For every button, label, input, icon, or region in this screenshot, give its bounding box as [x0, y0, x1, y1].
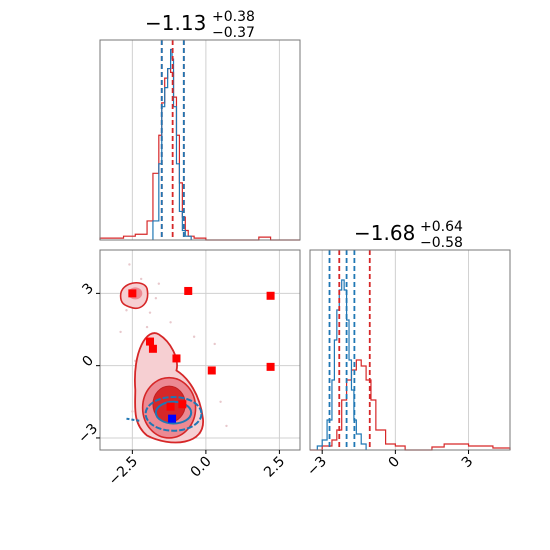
- scatter-sample: [128, 263, 131, 266]
- scatter-sample: [131, 410, 134, 413]
- marginal-histogram-param2: −3 0 3: [304, 249, 511, 480]
- scatter-sample: [225, 424, 228, 428]
- blue-contour-outer: [144, 395, 203, 432]
- histogram-series-0: [99, 67, 300, 241]
- title-param1: −1.13 +0.38 −0.37: [145, 9, 255, 41]
- title-param1-main: −1.13: [145, 11, 206, 35]
- title-param2-sup: +0.64: [420, 219, 463, 235]
- marginal-histogram-param1: [99, 39, 301, 241]
- scatter-sample: [154, 296, 158, 300]
- y-tick-label: −3: [75, 421, 101, 447]
- title-param1-sup: +0.38: [212, 9, 255, 25]
- scatter-sample: [157, 282, 161, 285]
- x-tick-label: −3: [304, 454, 330, 480]
- scatter-sample: [148, 311, 152, 314]
- scatter-sample: [125, 309, 128, 312]
- blue-contour-inner: [154, 400, 193, 425]
- sample-marker: [166, 402, 175, 411]
- y-tick-label: 3: [79, 280, 97, 298]
- sample-marker: [266, 291, 275, 300]
- title-param2-main: −1.68: [354, 221, 415, 245]
- scatter-sample: [145, 325, 149, 329]
- axes-frame: [309, 249, 511, 451]
- sample-marker: [146, 337, 154, 346]
- sample-marker: [148, 344, 157, 353]
- scatter-sample: [169, 321, 172, 324]
- joint-scatter-contour: −2.5 0.0 2.5 −3 0 3: [75, 249, 301, 489]
- scatter-sample: [119, 330, 122, 334]
- sample-marker: [184, 286, 193, 295]
- scatter-sample: [192, 335, 196, 338]
- sample-marker: [178, 400, 187, 409]
- sample-marker: [266, 362, 275, 371]
- x-tick-label: 2.5: [261, 454, 288, 481]
- title-param2-sub: −0.58: [420, 235, 463, 251]
- y-tick-label: 0: [79, 353, 97, 371]
- x-tick-label: −2.5: [106, 454, 141, 489]
- title-param1-sub: −0.37: [212, 25, 255, 41]
- axes-frame: [99, 249, 301, 451]
- axes-frame: [99, 39, 301, 241]
- scatter-sample: [213, 342, 216, 346]
- sample-marker: [128, 289, 137, 298]
- sample-marker: [207, 366, 216, 375]
- x-tick-label: 0.0: [188, 454, 215, 481]
- x-tick-label: 0: [386, 454, 404, 472]
- title-param2: −1.68 +0.64 −0.58: [354, 219, 463, 251]
- blue-contour-tail: [126, 417, 142, 423]
- scatter-sample: [219, 400, 222, 404]
- scatter-sample: [139, 277, 143, 281]
- x-tick-label: 3: [459, 454, 477, 472]
- truth-marker: [168, 414, 177, 423]
- histogram-series-1: [316, 279, 367, 450]
- sample-marker: [172, 354, 181, 363]
